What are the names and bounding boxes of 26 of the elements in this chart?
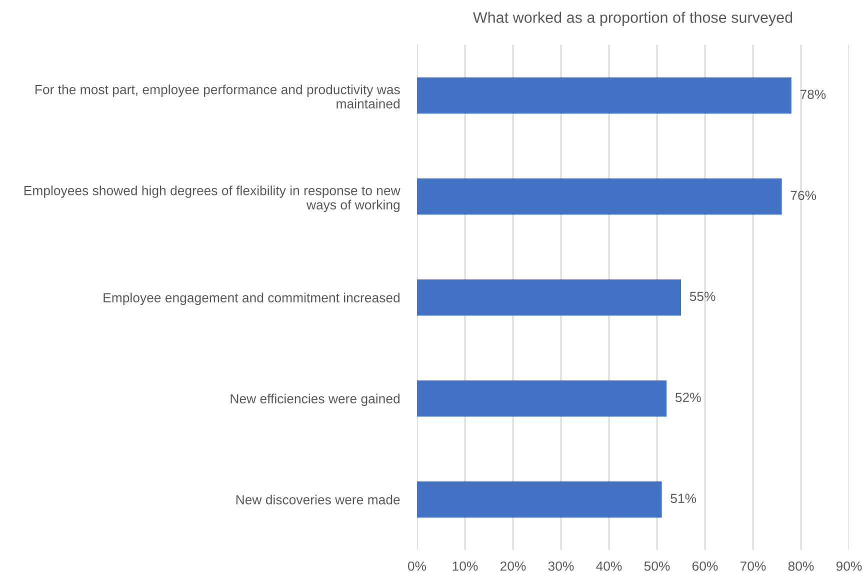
y-tick-label: For the most part, employee performance and productivity was maintained (35, 84, 400, 108)
data-label: 76% (790, 190, 816, 200)
y-tick-label: Employee engagement and commitment increased (104, 292, 400, 306)
data-label: 52% (675, 392, 701, 402)
data-label: 78% (800, 90, 826, 100)
x-tick-label: 40% (596, 561, 622, 571)
y-tick-label: New efficiencies were gained (230, 394, 400, 406)
data-label: 51% (670, 494, 696, 504)
y-tick-label: New discoveries were made (236, 494, 400, 504)
bar (417, 77, 792, 114)
x-tick-label: 50% (644, 561, 670, 571)
bar (417, 380, 667, 417)
x-tick-label: 20% (500, 561, 526, 571)
x-tick-label: 70% (740, 561, 766, 571)
bar (417, 279, 681, 316)
x-tick-label: 0% (408, 561, 426, 571)
y-tick-label: Employees showed high degrees of flexibility in response to new ways of working (24, 186, 400, 212)
bar (417, 178, 782, 215)
x-tick-label: 80% (788, 561, 814, 571)
x-tick-label: 10% (452, 561, 478, 571)
chart-title: What worked as a proportion of those surveyed (473, 12, 792, 26)
x-tick-label: 90% (836, 561, 862, 571)
x-tick-label: 30% (548, 561, 574, 571)
bar (417, 481, 662, 518)
x-tick-label: 60% (692, 561, 718, 571)
data-label: 55% (690, 292, 716, 302)
